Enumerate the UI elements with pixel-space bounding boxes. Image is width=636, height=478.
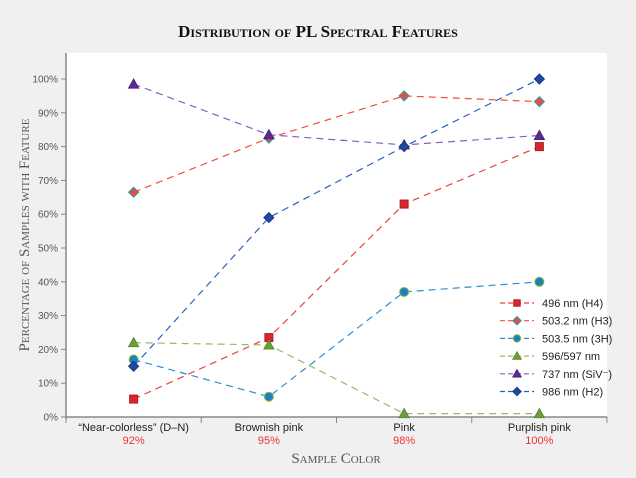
legend-label: 503.5 nm (3H) <box>542 333 612 345</box>
legend: 496 nm (H4) 503.2 nm (H3) 503.5 nm (3H) 596… <box>500 298 612 399</box>
data-point <box>533 129 546 140</box>
data-point <box>127 360 140 373</box>
series-line <box>133 146 540 400</box>
data-point <box>263 211 275 224</box>
y-tick-label: 0% <box>44 413 59 424</box>
plot-area <box>66 53 607 417</box>
data-point <box>263 338 275 350</box>
data-point <box>534 142 544 152</box>
series-line <box>133 83 540 146</box>
y-tick-label: 60% <box>38 210 58 221</box>
series-3 <box>127 336 546 419</box>
data-point <box>398 407 410 419</box>
y-tick-label: 10% <box>38 379 58 390</box>
data-point <box>129 394 139 404</box>
x-tick-sublabel: 100% <box>525 435 553 447</box>
legend-item: 496 nm (H4) <box>500 298 603 310</box>
legend-item: 503.2 nm (H3) <box>500 316 612 328</box>
x-tick-label: Brownish pink <box>235 422 304 434</box>
y-tick-label: 30% <box>38 311 58 322</box>
legend-item: 596/597 nm <box>500 350 600 363</box>
x-axis: “Near-colorless” (D–N)92% Brownish pink95… <box>65 416 608 447</box>
data-point <box>533 407 546 419</box>
data-point <box>127 336 140 348</box>
legend-item: 503.5 nm (3H) <box>500 333 612 345</box>
x-tick-sublabel: 95% <box>258 435 280 447</box>
data-point <box>399 199 409 209</box>
x-tick-label: “Near-colorless” (D–N) <box>78 422 189 434</box>
data-point <box>534 276 545 287</box>
data-point <box>263 391 274 402</box>
y-tick-label: 50% <box>38 244 58 255</box>
legend-item: 737 nm (SiV⁻) <box>500 368 612 381</box>
legend-marker <box>512 315 522 326</box>
series-line <box>133 95 540 193</box>
y-tick-label: 40% <box>38 277 58 288</box>
data-point <box>398 140 410 153</box>
legend-label: 496 nm (H4) <box>542 298 603 310</box>
series-group <box>127 73 546 419</box>
series-line <box>133 342 540 415</box>
data-point <box>399 286 410 297</box>
x-axis-label: Sample Color <box>291 451 381 467</box>
y-axis: 0% 10% 20% 30% 40% 50% 60% 70% 80% 90% 100% <box>32 53 67 424</box>
data-point <box>263 128 275 140</box>
y-axis-label: Percentage of Samples with Feature <box>17 118 33 351</box>
y-tick-label: 70% <box>38 176 58 187</box>
y-tick-label: 20% <box>38 345 58 356</box>
legend-label: 503.2 nm (H3) <box>542 316 612 328</box>
x-tick-label: Purplish pink <box>508 422 571 434</box>
legend-marker <box>513 299 521 307</box>
legend-marker <box>512 386 522 397</box>
x-tick-sublabel: 92% <box>123 435 145 447</box>
legend-marker <box>511 368 523 378</box>
series-0 <box>129 142 544 404</box>
legend-item: 986 nm (H2) <box>500 387 603 399</box>
data-point <box>398 90 410 102</box>
data-point <box>127 78 140 89</box>
data-point <box>533 95 546 108</box>
chart-title: Distribution of PL Spectral Features <box>178 22 458 41</box>
x-tick-label: Pink <box>393 422 415 434</box>
series-2 <box>128 276 545 402</box>
legend-label: 986 nm (H2) <box>542 387 603 399</box>
y-tick-label: 100% <box>32 75 58 86</box>
series-5 <box>127 73 546 373</box>
x-tick-sublabel: 98% <box>393 435 415 447</box>
legend-label: 596/597 nm <box>542 351 600 363</box>
legend-label: 737 nm (SiV⁻) <box>542 369 612 381</box>
legend-marker <box>512 334 522 343</box>
legend-marker <box>511 350 523 360</box>
data-point <box>533 73 546 85</box>
data-point <box>127 186 140 198</box>
y-tick-label: 90% <box>38 108 58 119</box>
y-tick-label: 80% <box>38 142 58 153</box>
series-line <box>133 78 540 367</box>
